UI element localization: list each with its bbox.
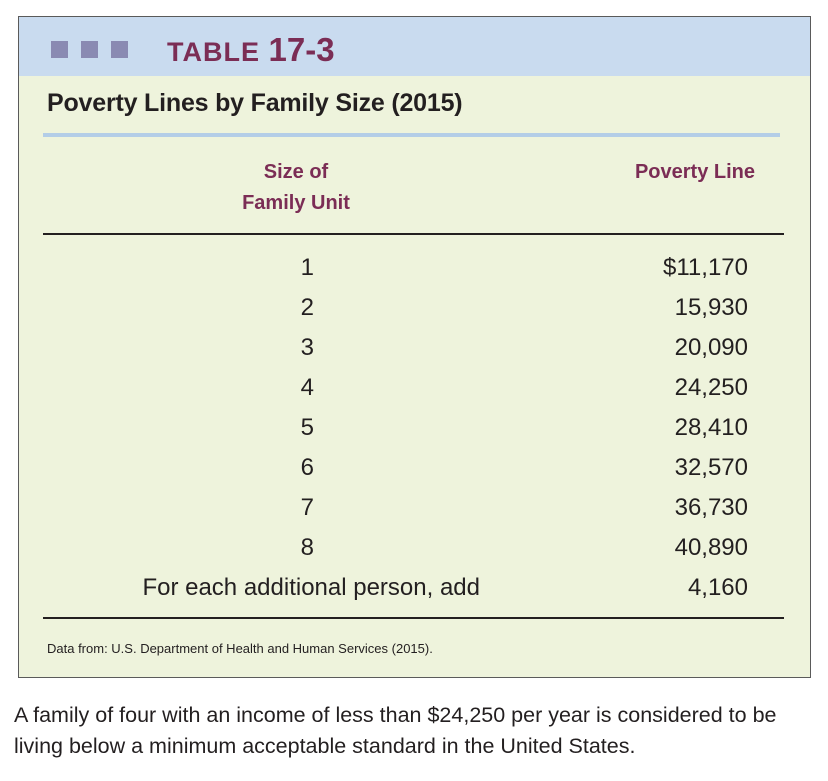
table-row: 2 15,930 <box>19 293 810 333</box>
header-rule <box>43 233 784 235</box>
poverty-cell: 20,090 <box>674 334 748 361</box>
size-cell: 4 <box>300 374 314 401</box>
footer-rule <box>43 617 784 619</box>
column-header-size-line1: Size of <box>263 161 329 183</box>
table-row: 3 20,090 <box>19 333 810 373</box>
column-header-size: Size of Family Unit <box>187 157 405 219</box>
table-label-word: TABLE <box>167 37 260 67</box>
column-header-size-line2: Family Unit <box>242 192 350 214</box>
square-icon <box>111 41 128 58</box>
poverty-cell: 28,410 <box>674 414 748 441</box>
size-cell: 2 <box>300 294 314 321</box>
figure-caption: A family of four with an income of less … <box>14 703 777 758</box>
table-header-band: TABLE 17-3 <box>19 17 810 76</box>
table-label: TABLE 17-3 <box>167 31 335 69</box>
poverty-cell: $11,170 <box>663 254 748 281</box>
poverty-cell: 15,930 <box>674 294 748 321</box>
poverty-cell: 40,890 <box>674 534 748 561</box>
poverty-cell: 4,160 <box>687 574 748 601</box>
table-row: 1 $11,170 <box>19 253 810 293</box>
square-icon <box>51 41 68 58</box>
size-cell: 3 <box>300 334 314 361</box>
poverty-cell: 32,570 <box>674 454 748 481</box>
column-header-poverty: Poverty Line <box>634 161 756 183</box>
table-row: 8 40,890 <box>19 533 810 573</box>
size-cell: 7 <box>300 494 314 521</box>
square-icon <box>81 41 98 58</box>
poverty-cell: 24,250 <box>674 374 748 401</box>
poverty-cell: 36,730 <box>674 494 748 521</box>
size-cell: 5 <box>300 414 314 441</box>
size-cell: For each additional person, add <box>142 574 480 601</box>
table-row: 7 36,730 <box>19 493 810 533</box>
size-cell: 6 <box>300 454 314 481</box>
size-cell: 1 <box>300 254 314 281</box>
table-body: 1 $11,170 2 15,930 3 20,090 4 24,250 5 2… <box>19 253 810 613</box>
table-row: 4 24,250 <box>19 373 810 413</box>
table-row: 5 28,410 <box>19 413 810 453</box>
table-number: 17-3 <box>268 31 335 68</box>
table-title: Poverty Lines by Family Size (2015) <box>47 89 463 117</box>
decorative-squares <box>51 41 128 58</box>
table-row-additional: For each additional person, add 4,160 <box>19 573 810 613</box>
table-row: 6 32,570 <box>19 453 810 493</box>
source-note: Data from: U.S. Department of Health and… <box>47 641 433 656</box>
title-divider <box>43 133 780 137</box>
size-cell: 8 <box>300 534 314 561</box>
table-panel: TABLE 17-3 Poverty Lines by Family Size … <box>18 16 811 678</box>
